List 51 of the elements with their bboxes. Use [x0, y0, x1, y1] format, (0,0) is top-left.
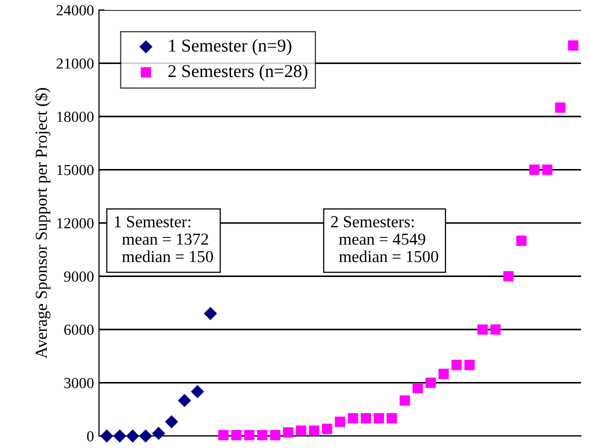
y-tick-label: 21000 [56, 58, 94, 69]
point [190, 385, 204, 398]
point [283, 427, 294, 438]
point [126, 429, 140, 443]
point [451, 360, 462, 370]
y-tick-label: 9000 [64, 271, 94, 282]
point [412, 382, 423, 394]
point [100, 429, 114, 443]
point [568, 40, 578, 51]
legend-label: 1 Semester (n=9) [169, 39, 292, 56]
point [555, 102, 566, 113]
point [322, 424, 332, 434]
annotation: 2 Semesters: mean = 4549 median = 1500 [331, 216, 438, 262]
point [490, 324, 501, 335]
point [308, 426, 320, 436]
point [334, 416, 346, 427]
point [542, 164, 552, 175]
y-tick-label: 6000 [64, 324, 94, 335]
point [244, 430, 254, 440]
point [218, 430, 229, 440]
y-tick-label: 3000 [64, 378, 94, 388]
point [438, 368, 449, 380]
legend-label: 2 Semesters (n=28) [168, 64, 308, 81]
point [348, 413, 358, 424]
y-axis-title: Average Sponsor Support per Project ($) [34, 88, 50, 359]
point [231, 430, 242, 440]
point [516, 236, 527, 246]
point [139, 429, 152, 443]
point [386, 413, 397, 424]
y-tick-label: 12000 [57, 218, 94, 228]
point [270, 430, 280, 440]
point [360, 413, 372, 424]
point [374, 413, 384, 424]
point [204, 306, 218, 320]
point [296, 426, 306, 436]
point [164, 415, 178, 428]
point [152, 426, 166, 440]
y-tick-label: 18000 [57, 112, 94, 122]
y-tick-label: 24000 [56, 5, 94, 16]
point [257, 430, 268, 440]
y-tick-label: 0 [87, 431, 94, 442]
annotation: 1 Semester: mean = 1372 median = 150 [114, 216, 213, 262]
point [477, 324, 488, 335]
point [503, 271, 514, 282]
point [178, 394, 192, 408]
point [400, 395, 410, 406]
point [426, 378, 436, 388]
y-tick-label: 15000 [57, 164, 94, 176]
point [529, 164, 540, 175]
point [113, 429, 126, 443]
point [464, 360, 475, 370]
